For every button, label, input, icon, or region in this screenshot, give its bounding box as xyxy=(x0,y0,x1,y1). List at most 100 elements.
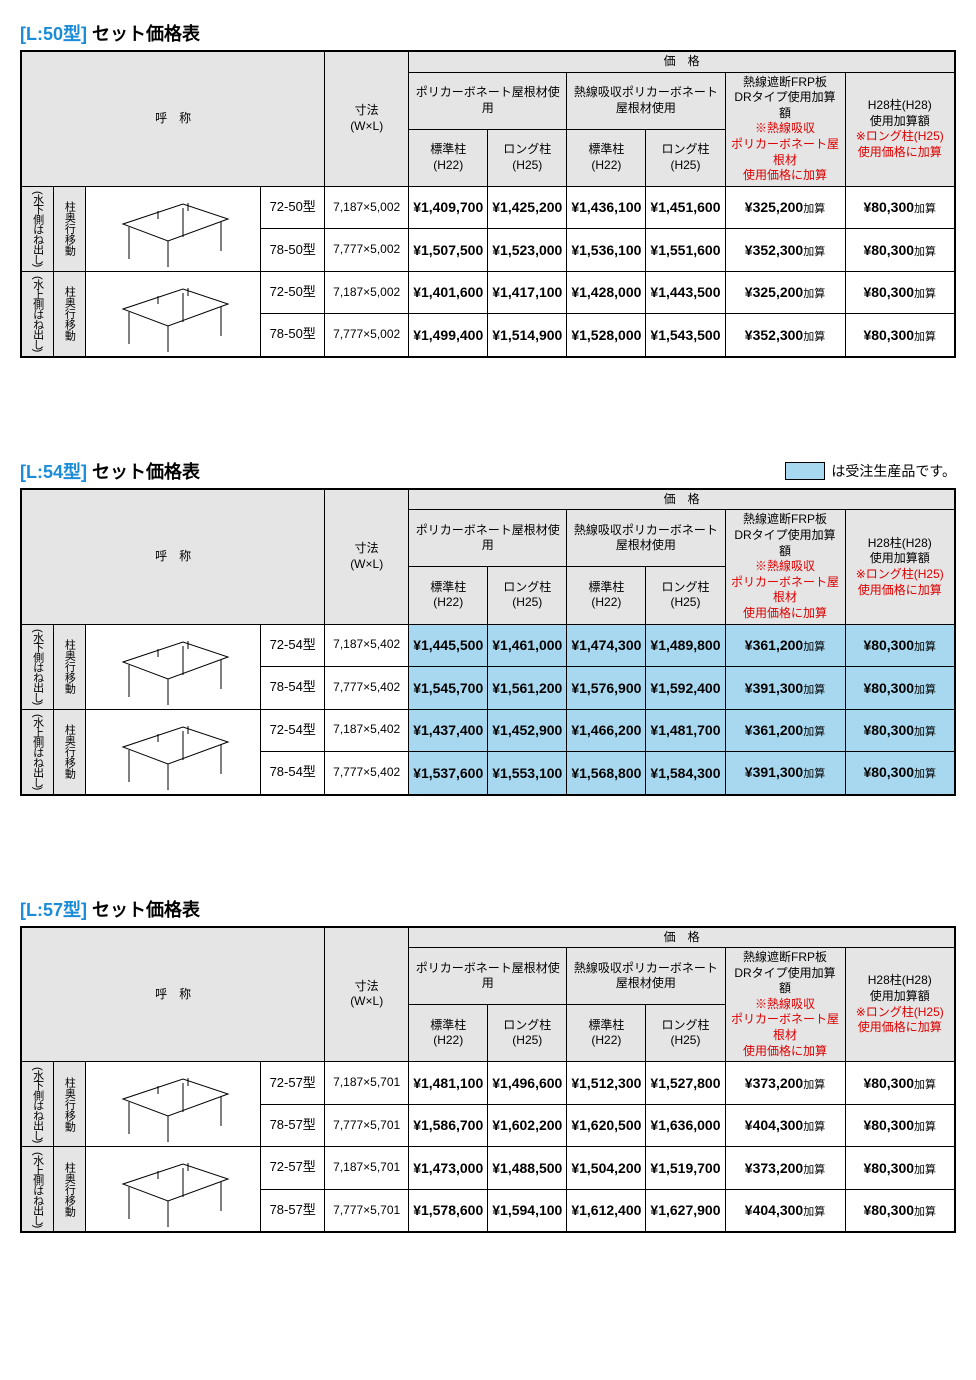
frp-cell: ¥404,300加算 xyxy=(725,1104,845,1147)
diagram-cell xyxy=(85,271,261,357)
header-long2: ロング柱(H25) xyxy=(646,1005,725,1062)
h28-cell: ¥80,300加算 xyxy=(845,709,955,751)
frp-cell: ¥391,300加算 xyxy=(725,667,845,710)
price-cell: ¥1,561,200 xyxy=(488,667,567,710)
price-cell: ¥1,481,100 xyxy=(409,1062,488,1105)
price-cell: ¥1,553,100 xyxy=(488,751,567,794)
price-table: 呼 称 寸法(W×L) 価 格 ポリカーボネート屋根材使用 熱線吸収ポリカーボネ… xyxy=(20,488,956,796)
model-cell: 78-54型 xyxy=(261,667,325,710)
data-row: (水下側はね出し)柱奥行移動 72-50型7,187×5,002¥1,409,7… xyxy=(21,186,955,229)
header-h28: H28柱(H28)使用加算額 ※ロング柱(H25)使用価格に加算 xyxy=(845,948,955,1062)
h28-cell: ¥80,300加算 xyxy=(845,1104,955,1147)
dim-cell: 7,187×5,701 xyxy=(325,1062,409,1105)
header-heatpoly: 熱線吸収ポリカーボネート屋根材使用 xyxy=(567,72,725,129)
dim-cell: 7,187×5,402 xyxy=(325,709,409,751)
header-dim: 寸法(W×L) xyxy=(325,927,409,1062)
price-cell: ¥1,436,100 xyxy=(567,186,646,229)
data-row: (水上側はね出し)柱奥行移動 72-57型7,187×5,701¥1,473,0… xyxy=(21,1147,955,1189)
header-long: ロング柱(H25) xyxy=(488,1005,567,1062)
header-poly: ポリカーボネート屋根材使用 xyxy=(409,72,567,129)
model-cell: 72-54型 xyxy=(261,709,325,751)
price-cell: ¥1,409,700 xyxy=(409,186,488,229)
header-name: 呼 称 xyxy=(21,489,325,624)
legend-text: は受注生産品です。 xyxy=(831,461,956,481)
price-table: 呼 称 寸法(W×L) 価 格 ポリカーボネート屋根材使用 熱線吸収ポリカーボネ… xyxy=(20,50,956,358)
header-h28: H28柱(H28)使用加算額 ※ロング柱(H25)使用価格に加算 xyxy=(845,510,955,624)
price-cell: ¥1,519,700 xyxy=(646,1147,725,1189)
dim-cell: 7,777×5,402 xyxy=(325,667,409,710)
price-cell: ¥1,451,600 xyxy=(646,186,725,229)
dim-cell: 7,187×5,402 xyxy=(325,624,409,667)
header-heatpoly: 熱線吸収ポリカーボネート屋根材使用 xyxy=(567,510,725,567)
model-cell: 72-54型 xyxy=(261,624,325,667)
price-cell: ¥1,401,600 xyxy=(409,271,488,313)
diagram-cell xyxy=(85,624,261,709)
price-cell: ¥1,594,100 xyxy=(488,1189,567,1232)
price-cell: ¥1,499,400 xyxy=(409,314,488,357)
title-code: [L:57型] xyxy=(20,900,87,920)
header-long2: ロング柱(H25) xyxy=(646,129,725,186)
header-frp: 熱線遮断FRP板DRタイプ使用加算額 ※熱線吸収ポリカーボネート屋根材使用価格に… xyxy=(725,510,845,624)
price-cell: ¥1,437,400 xyxy=(409,709,488,751)
data-row: (水下側はね出し)柱奥行移動 72-57型7,187×5,701¥1,481,1… xyxy=(21,1062,955,1105)
side-label: (水下側はね出し) xyxy=(21,1062,53,1147)
col-move-label: 柱奥行移動 xyxy=(53,186,85,271)
legend-swatch xyxy=(785,462,825,480)
header-dim: 寸法(W×L) xyxy=(325,51,409,186)
model-cell: 72-57型 xyxy=(261,1147,325,1189)
price-cell: ¥1,528,000 xyxy=(567,314,646,357)
data-row: (水下側はね出し)柱奥行移動 72-54型7,187×5,402¥1,445,5… xyxy=(21,624,955,667)
price-cell: ¥1,443,500 xyxy=(646,271,725,313)
price-cell: ¥1,543,500 xyxy=(646,314,725,357)
header-frp: 熱線遮断FRP板DRタイプ使用加算額 ※熱線吸収ポリカーボネート屋根材使用価格に… xyxy=(725,72,845,186)
dim-cell: 7,187×5,002 xyxy=(325,271,409,313)
price-cell: ¥1,527,800 xyxy=(646,1062,725,1105)
price-cell: ¥1,536,100 xyxy=(567,229,646,272)
title-label: セット価格表 xyxy=(87,900,200,920)
price-section: [L:50型] セット価格表 呼 称 寸法(W×L) 価 格 ポリカーボネート屋… xyxy=(20,20,956,358)
h28-cell: ¥80,300加算 xyxy=(845,1062,955,1105)
price-cell: ¥1,627,900 xyxy=(646,1189,725,1232)
price-cell: ¥1,461,000 xyxy=(488,624,567,667)
header-std: 標準柱(H22) xyxy=(409,129,488,186)
side-label: (水下側はね出し) xyxy=(21,624,53,709)
header-price: 価 格 xyxy=(409,51,955,72)
price-cell: ¥1,496,600 xyxy=(488,1062,567,1105)
frp-cell: ¥325,200加算 xyxy=(725,271,845,313)
header-poly: ポリカーボネート屋根材使用 xyxy=(409,510,567,567)
price-cell: ¥1,551,600 xyxy=(646,229,725,272)
section-title: [L:54型] セット価格表 xyxy=(20,458,200,484)
header-price: 価 格 xyxy=(409,489,955,510)
price-cell: ¥1,473,000 xyxy=(409,1147,488,1189)
h28-cell: ¥80,300加算 xyxy=(845,667,955,710)
price-cell: ¥1,576,900 xyxy=(567,667,646,710)
header-long: ロング柱(H25) xyxy=(488,567,567,624)
price-cell: ¥1,474,300 xyxy=(567,624,646,667)
frp-cell: ¥352,300加算 xyxy=(725,314,845,357)
dim-cell: 7,777×5,002 xyxy=(325,229,409,272)
header-frp: 熱線遮断FRP板DRタイプ使用加算額 ※熱線吸収ポリカーボネート屋根材使用価格に… xyxy=(725,948,845,1062)
header-name: 呼 称 xyxy=(21,927,325,1062)
col-move-label: 柱奥行移動 xyxy=(53,709,85,795)
price-cell: ¥1,452,900 xyxy=(488,709,567,751)
price-cell: ¥1,592,400 xyxy=(646,667,725,710)
legend-note: は受注生産品です。 xyxy=(785,461,956,481)
header-std2: 標準柱(H22) xyxy=(567,1005,646,1062)
price-cell: ¥1,612,400 xyxy=(567,1189,646,1232)
model-cell: 72-57型 xyxy=(261,1062,325,1105)
price-cell: ¥1,445,500 xyxy=(409,624,488,667)
h28-cell: ¥80,300加算 xyxy=(845,751,955,794)
col-move-label: 柱奥行移動 xyxy=(53,271,85,357)
price-cell: ¥1,514,900 xyxy=(488,314,567,357)
price-cell: ¥1,636,000 xyxy=(646,1104,725,1147)
data-row: (水上側はね出し)柱奥行移動 72-50型7,187×5,002¥1,401,6… xyxy=(21,271,955,313)
side-label: (水上側はね出し) xyxy=(21,709,53,795)
price-cell: ¥1,488,500 xyxy=(488,1147,567,1189)
h28-cell: ¥80,300加算 xyxy=(845,186,955,229)
frp-cell: ¥325,200加算 xyxy=(725,186,845,229)
diagram-cell xyxy=(85,1147,261,1233)
header-heatpoly: 熱線吸収ポリカーボネート屋根材使用 xyxy=(567,948,725,1005)
side-label: (水上側はね出し) xyxy=(21,271,53,357)
dim-cell: 7,187×5,002 xyxy=(325,186,409,229)
diagram-cell xyxy=(85,186,261,271)
